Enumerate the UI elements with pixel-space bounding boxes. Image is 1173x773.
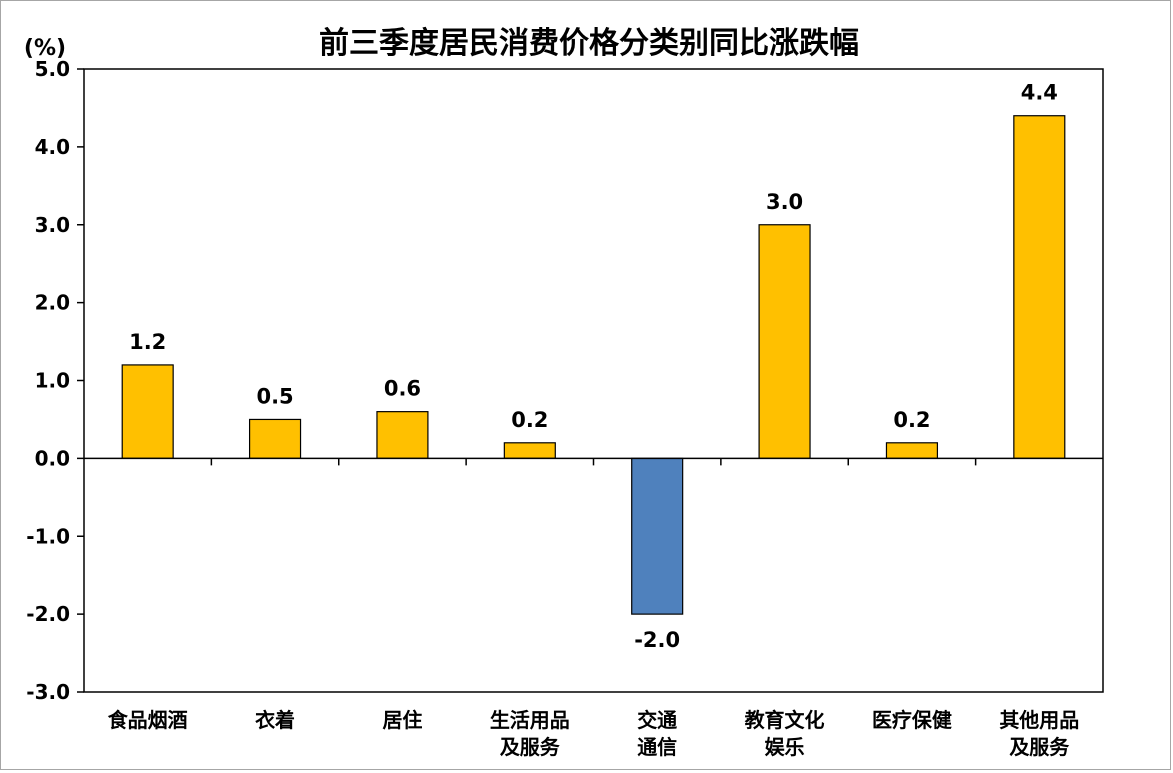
y-tick-label: -1.0 bbox=[26, 524, 70, 548]
y-tick-label: 2.0 bbox=[35, 291, 70, 315]
bar bbox=[631, 457, 684, 615]
data-label: 0.2 bbox=[893, 408, 930, 432]
y-tick-label: 4.0 bbox=[35, 135, 70, 159]
x-tick-label: 居住 bbox=[382, 708, 422, 732]
x-tick-label: 及服务 bbox=[500, 735, 561, 759]
x-tick-label: 医疗保健 bbox=[872, 708, 952, 732]
bar bbox=[885, 442, 939, 459]
x-tick-label: 食品烟酒 bbox=[108, 708, 188, 732]
data-label: 4.4 bbox=[1021, 81, 1058, 105]
bar bbox=[503, 442, 556, 459]
x-tick-label: 生活用品 bbox=[490, 708, 570, 732]
x-tick-label: 其他用品 bbox=[999, 708, 1079, 732]
y-axis-unit: (%) bbox=[24, 36, 66, 61]
bar bbox=[376, 411, 429, 459]
x-tick-label: 教育文化 bbox=[745, 708, 825, 732]
data-label: 0.2 bbox=[511, 408, 548, 432]
x-tick-label: 交通 bbox=[637, 708, 677, 732]
data-label: -2.0 bbox=[634, 628, 680, 652]
y-tick-label: 1.0 bbox=[35, 369, 70, 393]
data-label: 1.2 bbox=[129, 330, 166, 354]
bar bbox=[121, 364, 174, 459]
x-tick-label: 及服务 bbox=[1009, 735, 1070, 759]
data-label: 0.5 bbox=[256, 384, 293, 408]
bar bbox=[248, 418, 302, 459]
bar bbox=[758, 224, 811, 459]
data-label: 0.6 bbox=[384, 377, 421, 401]
y-tick-label: 5.0 bbox=[35, 57, 70, 81]
x-tick-label: 通信 bbox=[637, 735, 677, 759]
y-tick-label: -3.0 bbox=[26, 680, 70, 704]
y-tick-label: -2.0 bbox=[26, 602, 70, 626]
x-tick-label: 娱乐 bbox=[765, 735, 805, 759]
x-tick-label: 衣着 bbox=[255, 708, 295, 732]
plot-area bbox=[83, 68, 1104, 693]
y-axis: 5.0 4.0 3.0 2.0 1.0 0.0 -1.0 -2.0 -3.0 bbox=[26, 57, 84, 704]
bar bbox=[1013, 115, 1066, 459]
bars bbox=[121, 115, 1066, 615]
data-labels: 1.2 0.5 0.6 0.2 -2.0 3.0 0.2 4.4 bbox=[129, 81, 1058, 652]
data-label: 3.0 bbox=[766, 190, 803, 214]
y-tick-label: 3.0 bbox=[35, 213, 70, 237]
chart-title: 前三季度居民消费价格分类别同比涨跌幅 bbox=[319, 26, 859, 61]
x-axis bbox=[84, 457, 1103, 466]
y-tick-label: 0.0 bbox=[35, 446, 70, 470]
